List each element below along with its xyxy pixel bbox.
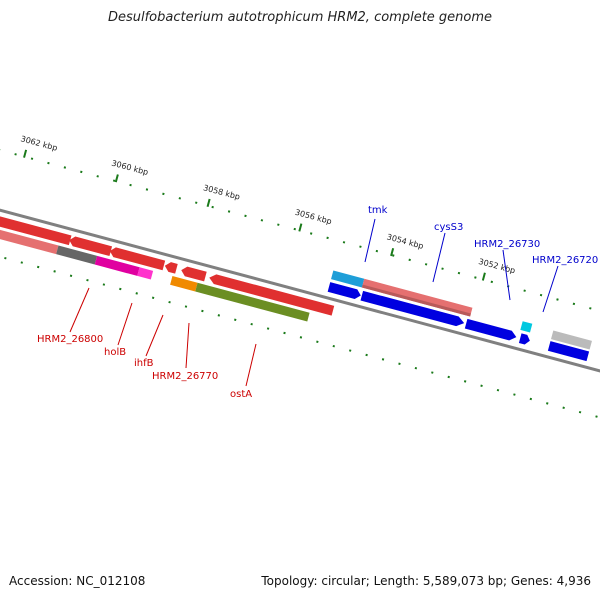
gene-blue-5[interactable] bbox=[547, 341, 590, 362]
gene-HRM2_26770[interactable] bbox=[170, 276, 198, 292]
label-ihfB: ihfB bbox=[134, 358, 154, 369]
label-HRM2_26770: HRM2_26770 bbox=[152, 371, 218, 382]
page-title: Desulfobacterium autotrophicum HRM2, com… bbox=[107, 10, 493, 25]
gene-pale-1 bbox=[0, 214, 59, 255]
gene-red-4[interactable] bbox=[164, 261, 178, 274]
gene-red-3[interactable] bbox=[108, 246, 166, 271]
gene-ihfB[interactable] bbox=[137, 267, 154, 280]
major-ticks-outer bbox=[23, 149, 486, 281]
gene-blue-1[interactable] bbox=[327, 282, 362, 300]
tick-label-3054: 3054 kbp bbox=[386, 232, 425, 250]
accession-text: Accession: NC_012108 bbox=[9, 574, 146, 588]
gene-blue-3[interactable] bbox=[464, 318, 518, 342]
label-HRM2_26800: HRM2_26800 bbox=[37, 334, 103, 345]
genome-stats: Topology: circular; Length: 5,589,073 bp… bbox=[261, 574, 591, 588]
gene-grey-2 bbox=[56, 245, 98, 265]
rev-leaders bbox=[69, 287, 257, 387]
label-cysS3: cysS3 bbox=[434, 222, 463, 233]
label-holB: holB bbox=[104, 347, 126, 358]
fwd-leaders bbox=[364, 218, 559, 313]
label-HRM2_26730: HRM2_26730 bbox=[474, 239, 540, 250]
gene-HRM2_26730[interactable] bbox=[520, 321, 533, 333]
gene-blue-4[interactable] bbox=[518, 333, 531, 345]
gene-red-6[interactable] bbox=[208, 273, 335, 316]
tick-label-3052: 3052 kbp bbox=[478, 257, 517, 275]
tick-label-3060: 3060 kbp bbox=[110, 159, 149, 177]
gene-red-5[interactable] bbox=[180, 265, 207, 282]
label-HRM2_26720: HRM2_26720 bbox=[532, 255, 598, 266]
label-tmk: tmk bbox=[368, 205, 388, 216]
label-ostA: ostA bbox=[230, 389, 252, 400]
gene-blue-2[interactable] bbox=[360, 290, 465, 328]
tick-label-3058: 3058 kbp bbox=[202, 183, 241, 201]
gene-HRM2_26800[interactable] bbox=[0, 201, 72, 246]
backbone-line bbox=[0, 189, 600, 384]
gene-red-2[interactable] bbox=[68, 235, 113, 257]
gene-ostA[interactable] bbox=[195, 282, 310, 322]
tick-label-3056: 3056 kbp bbox=[294, 208, 333, 226]
gene-grey bbox=[550, 330, 592, 350]
gene-tmk[interactable] bbox=[331, 270, 365, 288]
gene-cysS3-shade bbox=[361, 284, 471, 317]
gene-holB[interactable] bbox=[94, 255, 140, 276]
